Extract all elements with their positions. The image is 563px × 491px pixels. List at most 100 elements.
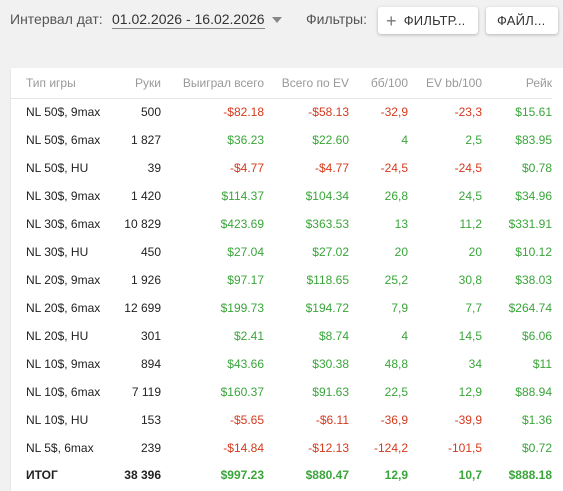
cell-ev-bb100: 14,5	[458, 329, 482, 343]
table-body: NL 50$, 9max 500 -$82.18 -$58.13 -32,9 -23,3 $…	[11, 98, 552, 488]
table-row: NL 20$, 6max 12 699 $199.73 $194.72 7,9 7,7 $2…	[11, 294, 552, 322]
cell-bb100: 20	[394, 245, 408, 259]
table-row: NL 10$, 9max 894 $43.66 $30.38 48,8 34 $11	[11, 350, 552, 378]
cell-ev-total: -$58.13	[308, 105, 349, 120]
file-button[interactable]: ФАЙЛ...	[486, 7, 558, 34]
cell-game-type: NL 20$, HU	[26, 329, 89, 343]
cell-won-total: $27.04	[227, 245, 264, 259]
cell-bb100: 48,8	[384, 357, 408, 371]
add-filter-label: ФИЛЬТР...	[403, 13, 466, 28]
cell-ev-total: $363.53	[305, 217, 349, 231]
header-game-type[interactable]: Тип игры	[26, 75, 76, 90]
table-row: NL 30$, HU 450 $27.04 $27.02 20 20 $10.12	[11, 238, 552, 266]
cell-hands: 39	[147, 161, 161, 175]
cell-ev-total: -$12.13	[308, 441, 349, 455]
cell-hands: 7 119	[131, 385, 161, 399]
cell-bb100: 13	[394, 217, 408, 231]
cell-bb100: 22,5	[384, 385, 408, 399]
cell-game-type: NL 10$, 6max	[26, 385, 101, 399]
cell-ev-bb100: 10,7	[458, 468, 482, 482]
table-row: NL 20$, 9max 1 926 $97.17 $118.65 25,2 30,8 $3…	[11, 266, 552, 294]
date-interval-label: Интервал дат:	[10, 11, 103, 27]
cell-ev-total: $194.72	[305, 301, 349, 315]
cell-rake: $0.72	[521, 441, 552, 455]
cell-ev-bb100: 24,5	[458, 189, 482, 203]
cell-ev-total: -$6.11	[315, 413, 349, 427]
table-header-row: Тип игры Руки Выиграл всего Всего по EV бб/1…	[11, 68, 552, 98]
cell-rake: $88.94	[515, 385, 552, 399]
cell-game-type: NL 30$, 9max	[26, 189, 101, 203]
cell-rake: $38.03	[515, 273, 552, 287]
cell-hands: 10 829	[124, 217, 161, 231]
cell-ev-total: $104.34	[305, 189, 349, 203]
toolbar: Интервал дат: 01.02.2026 - 16.02.2026 Фи…	[0, 0, 563, 44]
cell-ev-bb100: -39,9	[454, 413, 482, 427]
caret-down-icon[interactable]	[272, 17, 282, 23]
cell-ev-bb100: 34	[468, 357, 482, 371]
table-row: NL 50$, 9max 500 -$82.18 -$58.13 -32,9 -23,3 $…	[11, 98, 552, 126]
table-row: NL 30$, 9max 1 420 $114.37 $104.34 26,8 24,5 $…	[11, 182, 552, 210]
cell-game-type: ИТОГ	[26, 468, 58, 482]
cell-game-type: NL 20$, 9max	[26, 273, 101, 287]
header-rake[interactable]: Рейк	[525, 75, 552, 90]
cell-won-total: -$4.77	[229, 161, 264, 175]
cell-ev-bb100: -101,5	[447, 441, 482, 455]
cell-ev-total: $8.74	[318, 329, 349, 343]
cell-ev-total: $22.60	[312, 133, 349, 147]
table-row: NL 10$, 6max 7 119 $160.37 $91.63 22,5 12,9 $8…	[11, 378, 552, 406]
table-row: NL 50$, HU 39 -$4.77 -$4.77 -24,5 -24,5 $0.78	[11, 154, 552, 182]
cell-bb100: -36,9	[380, 413, 408, 427]
header-bb100[interactable]: бб/100	[370, 75, 408, 90]
table-row: NL 20$, HU 301 $2.41 $8.74 4 14,5 $6.06	[11, 322, 552, 350]
cell-won-total: -$82.18	[223, 105, 264, 120]
cell-game-type: NL 50$, 9max	[26, 105, 101, 120]
cell-ev-bb100: 12,9	[458, 385, 482, 399]
cell-bb100: 4	[401, 133, 408, 147]
cell-won-total: $997.23	[220, 468, 264, 482]
header-ev-total[interactable]: Всего по EV	[281, 75, 349, 90]
cell-ev-total: $27.02	[312, 245, 349, 259]
header-ev-bb100[interactable]: EV bb/100	[425, 75, 482, 90]
cell-game-type: NL 50$, HU	[26, 161, 89, 175]
cell-won-total: $97.17	[227, 273, 264, 287]
stats-table: Тип игры Руки Выиграл всего Всего по EV бб/1…	[11, 68, 552, 488]
cell-rake: $1.36	[521, 413, 552, 427]
cell-ev-bb100: -24,5	[454, 161, 482, 175]
cell-rake: $11	[532, 357, 552, 371]
cell-bb100: 25,2	[384, 273, 408, 287]
filters-label: Фильтры:	[306, 11, 367, 27]
cell-bb100: -24,5	[380, 161, 408, 175]
cell-ev-total: $880.47	[305, 468, 349, 482]
cell-hands: 239	[140, 441, 161, 455]
cell-ev-total: $30.38	[312, 357, 349, 371]
cell-bb100: -32,9	[380, 105, 408, 120]
header-won-total[interactable]: Выиграл всего	[182, 75, 264, 90]
add-filter-button[interactable]: + ФИЛЬТР...	[378, 7, 478, 34]
cell-bb100: 7,9	[391, 301, 408, 315]
cell-won-total: $2.41	[233, 329, 264, 343]
table-total-row: ИТОГ 38 396 $997.23 $880.47 12,9 10,7 $888.18	[11, 462, 552, 488]
cell-game-type: NL 30$, 6max	[26, 217, 101, 231]
cell-won-total: -$14.84	[223, 441, 264, 455]
stats-table-card: Тип игры Руки Выиграл всего Всего по EV бб/1…	[11, 68, 563, 491]
header-hands[interactable]: Руки	[135, 75, 161, 90]
cell-ev-total: -$4.77	[314, 161, 349, 175]
cell-game-type: NL 10$, HU	[26, 413, 89, 427]
cell-rake: $0.78	[521, 161, 552, 175]
cell-rake: $83.95	[515, 133, 552, 147]
cell-rake: $264.74	[508, 301, 552, 315]
cell-won-total: -$5.65	[229, 413, 264, 427]
cell-ev-total: $91.63	[312, 385, 349, 399]
cell-rake: $888.18	[508, 468, 552, 482]
plus-icon: +	[386, 10, 397, 31]
cell-ev-bb100: 11,2	[459, 217, 482, 231]
cell-game-type: NL 10$, 9max	[26, 357, 101, 371]
cell-game-type: NL 5$, 6max	[26, 441, 94, 455]
cell-ev-bb100: -23,3	[454, 105, 482, 120]
cell-hands: 1 827	[130, 133, 161, 147]
cell-rake: $10.12	[515, 245, 552, 259]
file-button-label: ФАЙЛ...	[497, 13, 546, 28]
cell-won-total: $114.37	[221, 189, 265, 203]
date-range-picker[interactable]: 01.02.2026 - 16.02.2026	[112, 11, 265, 29]
cell-won-total: $160.37	[220, 385, 264, 399]
